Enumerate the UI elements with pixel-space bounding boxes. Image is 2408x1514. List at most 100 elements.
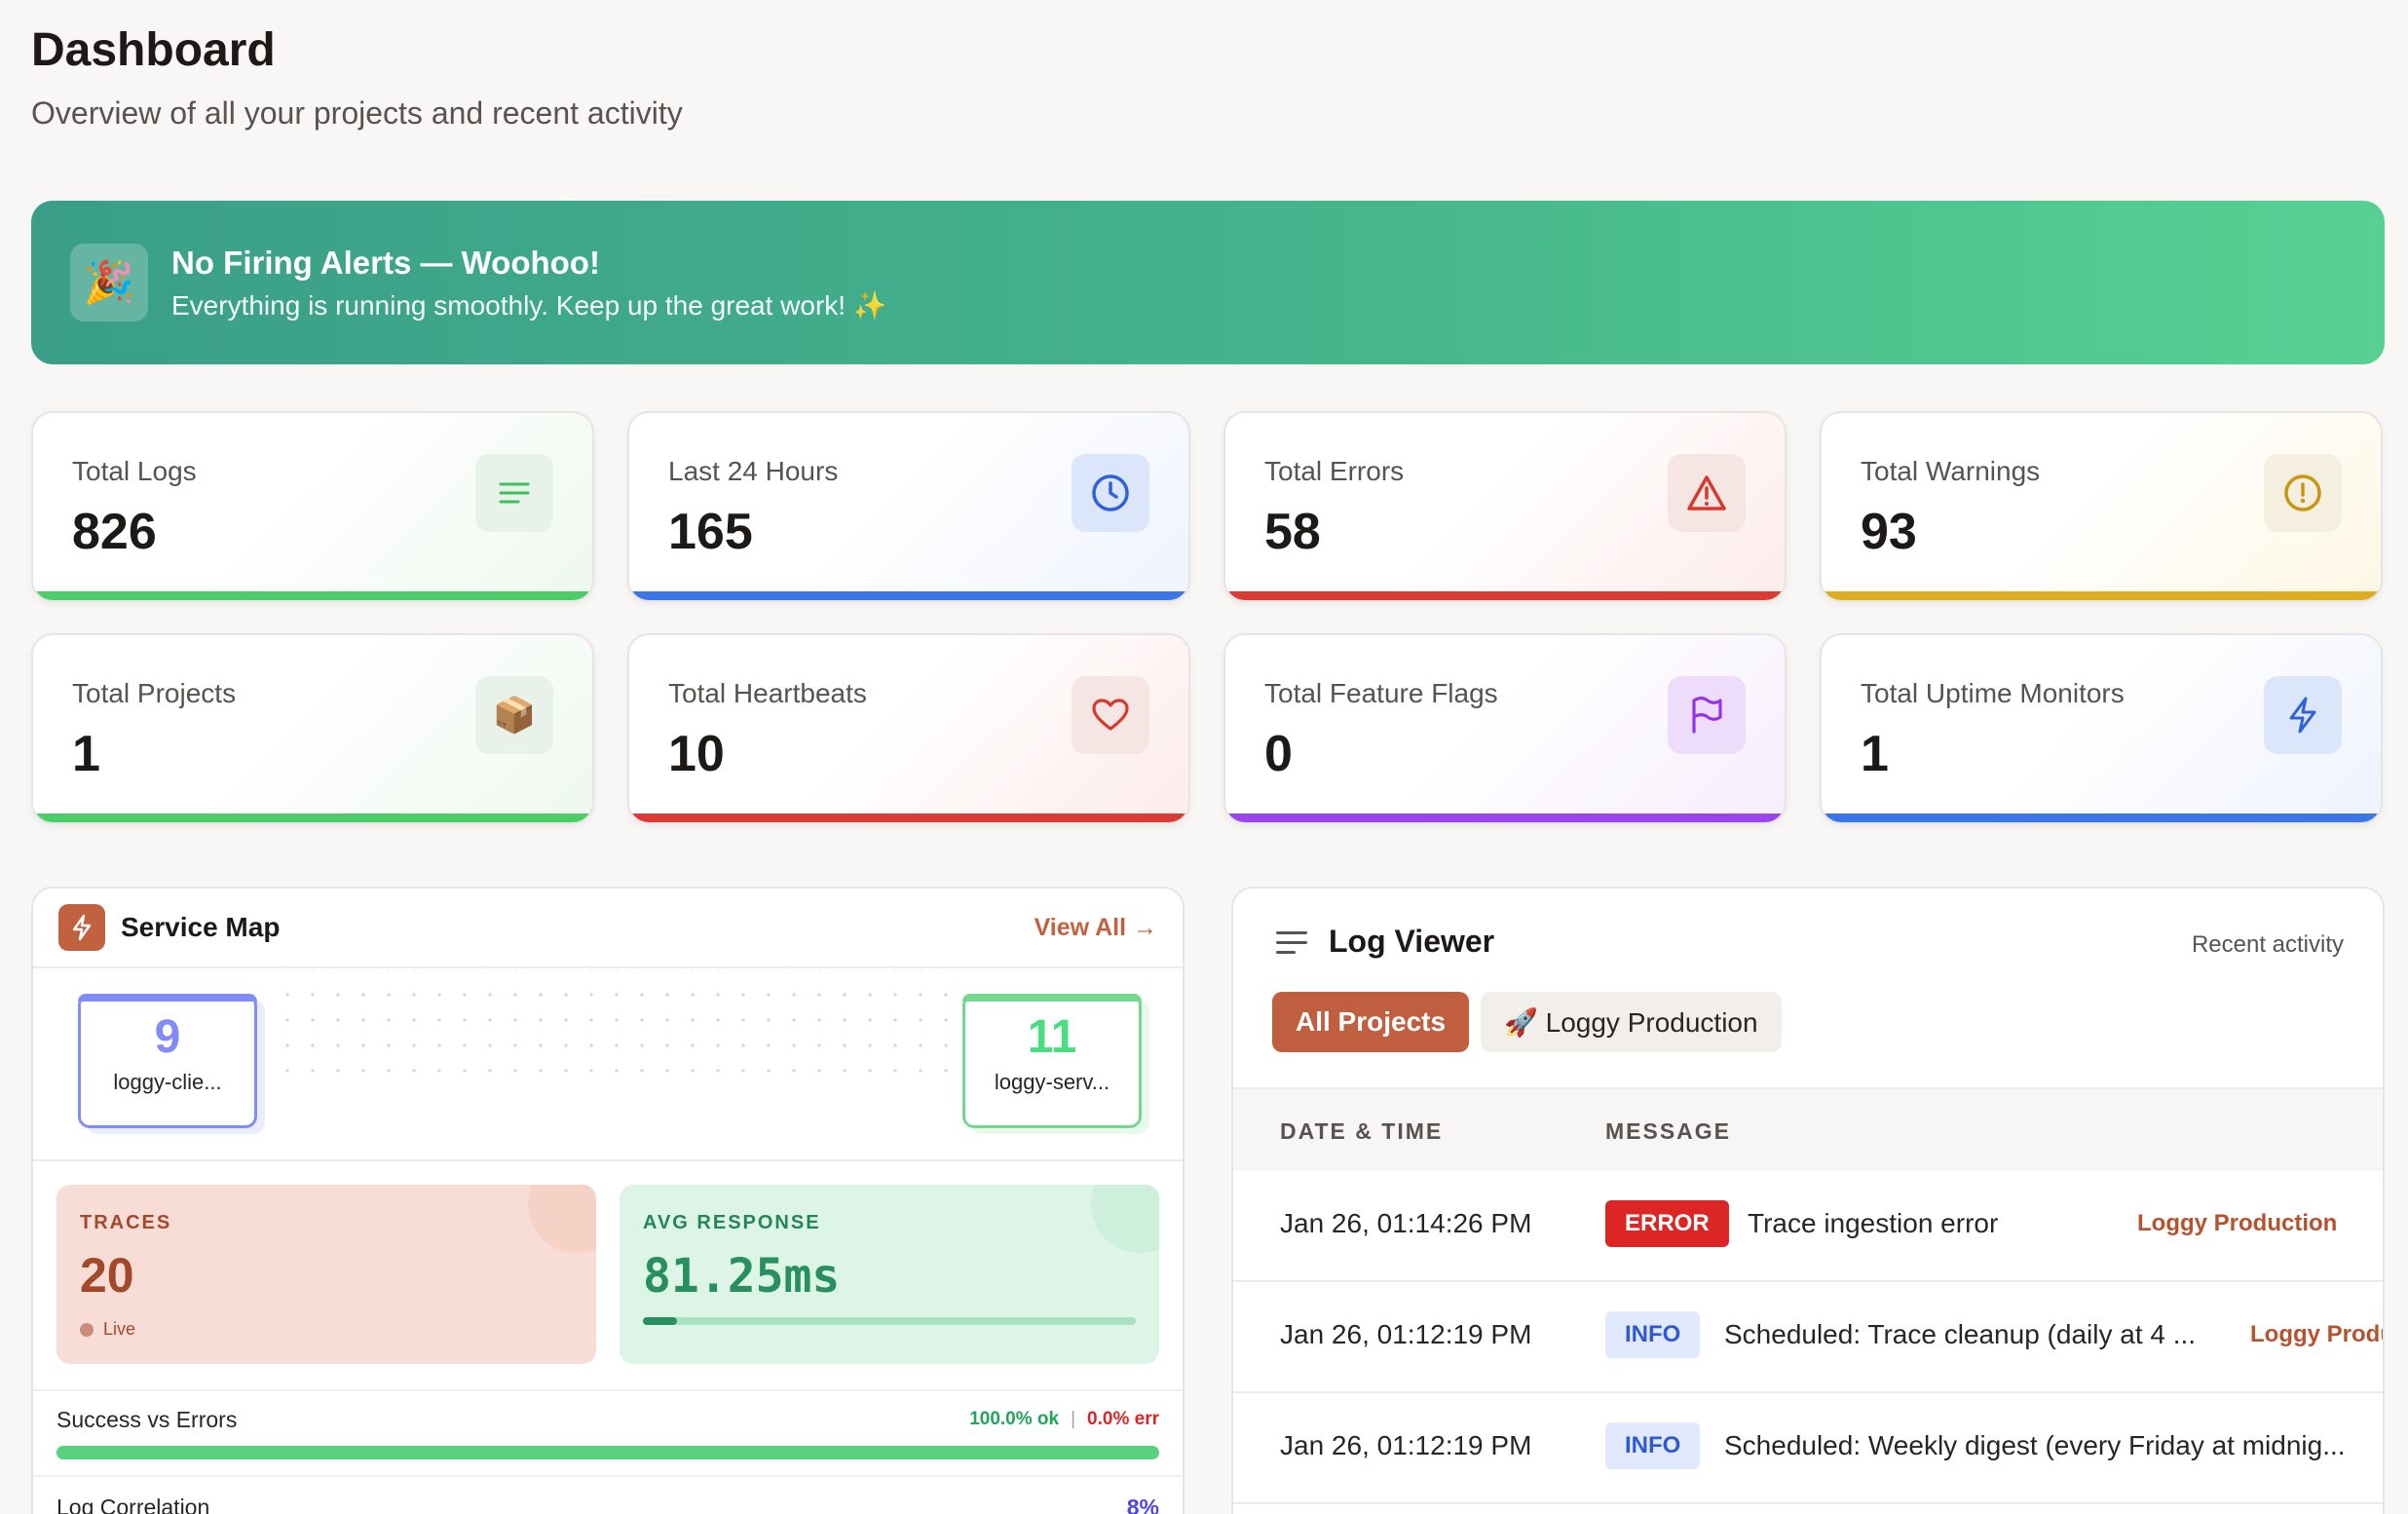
stat-accent-bar (33, 814, 592, 822)
stat-accent-bar (33, 591, 592, 600)
service-map-header: Service Map View All → (33, 889, 1183, 968)
column-header-date[interactable]: DATE & TIME (1280, 1118, 1444, 1144)
log-correlation-label: Log Correlation (56, 1495, 210, 1514)
service-graph (33, 970, 1183, 1072)
stat-accent-bar (629, 814, 1188, 822)
level-badge: INFO (1605, 1422, 1701, 1469)
live-dot-icon (80, 1322, 94, 1337)
package-icon: 📦 (475, 676, 553, 754)
avg-response-card: AVG RESPONSE 81.25ms (620, 1185, 1159, 1364)
success-rate: 100.0% ok (969, 1409, 1060, 1429)
clock-icon (1072, 454, 1149, 532)
stat-value: 1 (1861, 726, 1889, 782)
recent-activity-label: Recent activity (2191, 931, 2344, 958)
tab-all-projects[interactable]: All Projects (1272, 992, 1470, 1052)
stat-card-total-uptime-monitors[interactable]: Total Uptime Monitors 1 (1820, 633, 2383, 824)
traces-value: 20 (80, 1248, 134, 1303)
node-count: 9 (154, 1011, 181, 1063)
stat-label: Total Warnings (1861, 456, 2041, 486)
stat-value: 1 (72, 726, 100, 782)
stat-label: Total Heartbeats (668, 678, 867, 708)
log-correlation-value: 8% (1126, 1495, 1159, 1514)
view-all-link[interactable]: View All → (1034, 914, 1157, 941)
avg-response-bar (643, 1317, 1136, 1325)
level-badge: INFO (1605, 1311, 1701, 1358)
stat-accent-bar (1225, 814, 1785, 822)
log-message: Trace ingestion error (1748, 1208, 1999, 1238)
service-node-server[interactable]: 11 loggy-serv... (962, 994, 1142, 1128)
alert-circle-icon (2264, 454, 2342, 532)
log-message: Scheduled: Trace cleanup (daily at 4 ... (1724, 1319, 2197, 1349)
avg-response-value: 81.25ms (643, 1249, 841, 1304)
log-date: Jan 26, 01:12:19 PM (1280, 1319, 1532, 1349)
stat-label: Total Logs (72, 456, 197, 486)
bolt-icon (58, 904, 105, 951)
stat-card-total-projects[interactable]: Total Projects 1 📦 (31, 633, 594, 824)
party-popper-icon: 🎉 (70, 244, 148, 322)
stat-accent-bar (1822, 814, 2381, 822)
service-map-title: Service Map (121, 912, 281, 942)
log-project[interactable]: Loggy Production (2137, 1210, 2338, 1236)
log-message: Scheduled: Weekly digest (every Friday a… (1724, 1430, 2346, 1460)
stat-card-total-logs[interactable]: Total Logs 826 (31, 411, 594, 602)
stat-value: 165 (668, 504, 753, 560)
stat-card-total-warnings[interactable]: Total Warnings 93 (1820, 411, 2383, 602)
table-row[interactable]: Jan 26, 01:12:19 PM INFO Scheduled: Trac… (1233, 1282, 2383, 1393)
stat-card-total-heartbeats[interactable]: Total Heartbeats 10 (627, 633, 1190, 824)
log-viewer-panel: Log Viewer Recent activity All Projects … (1231, 887, 2385, 1514)
page-subtitle: Overview of all your projects and recent… (31, 95, 683, 131)
stat-card-last-24-hours[interactable]: Last 24 Hours 165 (627, 411, 1190, 602)
flag-icon (1668, 676, 1746, 754)
stat-label: Total Uptime Monitors (1861, 678, 2125, 708)
stat-value: 10 (668, 726, 725, 782)
stat-value: 58 (1264, 504, 1321, 560)
stat-label: Total Feature Flags (1264, 678, 1498, 708)
log-viewer-title: Log Viewer (1329, 924, 1495, 959)
node-name: loggy-serv... (994, 1070, 1110, 1094)
live-indicator: Live (80, 1319, 135, 1340)
graph-dot-grid (267, 970, 949, 1072)
warning-triangle-icon (1668, 454, 1746, 532)
log-date: Jan 26, 01:12:19 PM (1280, 1430, 1532, 1460)
stat-value: 826 (72, 504, 157, 560)
divider (33, 1159, 1183, 1161)
alerts-banner: 🎉 No Firing Alerts — Woohoo! Everything … (31, 201, 2385, 364)
column-header-message[interactable]: MESSAGE (1605, 1118, 1732, 1144)
log-project[interactable]: Loggy Produ (2250, 1321, 2385, 1347)
stat-value: 93 (1861, 504, 1917, 560)
bolt-icon (2264, 676, 2342, 754)
tab-loggy-production[interactable]: 🚀 Loggy Production (1481, 992, 1782, 1052)
stat-card-total-feature-flags[interactable]: Total Feature Flags 0 (1223, 633, 1787, 824)
stat-label: Last 24 Hours (668, 456, 839, 486)
live-label: Live (103, 1319, 136, 1339)
service-node-client[interactable]: 9 loggy-clie... (78, 994, 257, 1128)
log-date: Jan 26, 01:14:26 PM (1280, 1208, 1532, 1238)
success-vs-errors-label: Success vs Errors (56, 1407, 238, 1432)
banner-subtitle: Everything is running smoothly. Keep up … (171, 289, 887, 321)
node-count: 11 (1027, 1011, 1077, 1063)
stat-value: 0 (1264, 726, 1293, 782)
success-vs-errors-stats: 100.0% ok | 0.0% err (969, 1409, 1159, 1429)
service-map-panel: Service Map View All → 9 loggy-clie... 1… (31, 887, 1185, 1514)
stat-accent-bar (1822, 591, 2381, 600)
stat-label: Total Projects (72, 678, 237, 708)
success-bar (56, 1446, 1159, 1459)
avg-response-label: AVG RESPONSE (643, 1212, 821, 1233)
level-badge: ERROR (1605, 1200, 1729, 1247)
traces-label: TRACES (80, 1212, 172, 1233)
list-icon (1276, 931, 1307, 961)
table-row[interactable]: Jan 26, 01:12:19 PM INFO Scheduled: Week… (1233, 1393, 2383, 1504)
stat-card-total-errors[interactable]: Total Errors 58 (1223, 411, 1787, 602)
traces-card: TRACES 20 Live (56, 1185, 596, 1364)
table-row[interactable]: Jan 26, 01:14:26 PM ERROR Trace ingestio… (1233, 1171, 2383, 1282)
list-icon (475, 454, 553, 532)
stat-label: Total Errors (1264, 456, 1405, 486)
error-rate: 0.0% err (1087, 1409, 1159, 1429)
page-title: Dashboard (31, 24, 276, 76)
banner-title: No Firing Alerts — Woohoo! (171, 244, 600, 281)
heart-icon (1072, 676, 1149, 754)
node-name: loggy-clie... (113, 1070, 222, 1094)
log-table-header: DATE & TIME MESSAGE (1233, 1087, 2383, 1171)
stat-accent-bar (1225, 591, 1785, 600)
